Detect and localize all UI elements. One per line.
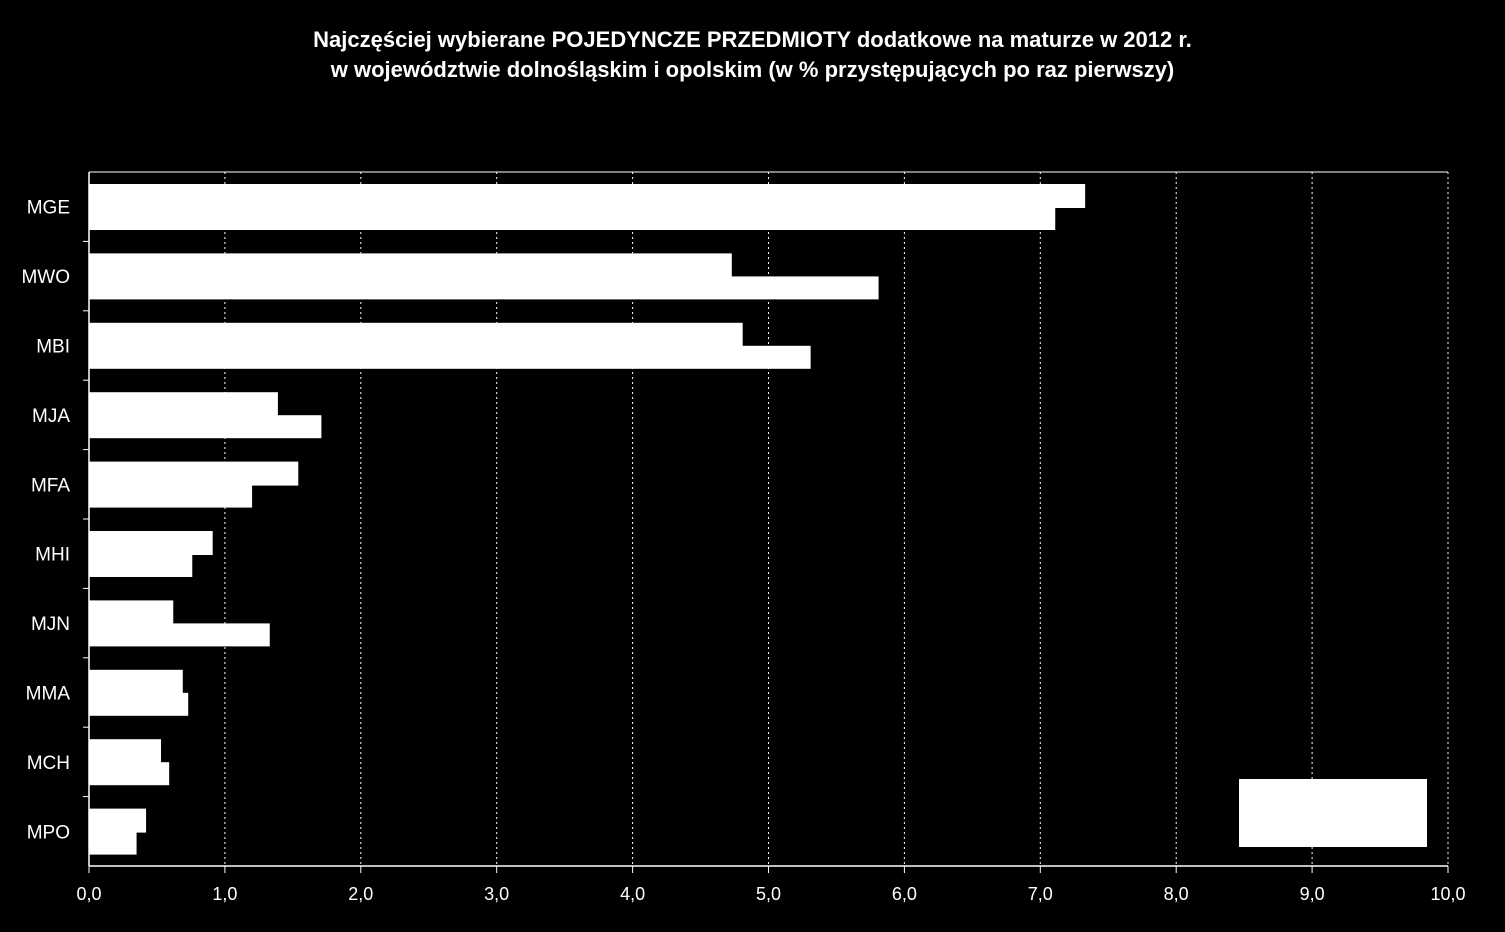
category-label: MWO <box>21 267 70 288</box>
bar-mch-series-1 <box>89 739 162 764</box>
x-tick-label: 7,0 <box>1028 884 1053 904</box>
bar-mma-series-2 <box>89 692 189 716</box>
bar-mpo-series-2 <box>89 831 137 855</box>
category-label: MBI <box>36 337 70 358</box>
x-tick-label: 6,0 <box>892 884 917 904</box>
bar-mjn-series-1 <box>89 600 174 625</box>
category-label: MFA <box>31 475 70 496</box>
bar-mch-series-2 <box>89 762 170 786</box>
bar-mwo-series-2 <box>89 276 879 300</box>
chart-title: Najczęściej wybierane POJEDYNCZE PRZEDMI… <box>313 27 1192 52</box>
bar-mhi-series-2 <box>89 554 193 577</box>
x-tick-label: 0,0 <box>76 884 101 904</box>
chart-subtitle: w województwie dolnośląskim i opolskim (… <box>330 57 1175 82</box>
x-tick-label: 1,0 <box>212 884 237 904</box>
bar-mge-series-1 <box>89 184 1086 208</box>
x-tick-label: 8,0 <box>1164 884 1189 904</box>
x-tick-label: 5,0 <box>756 884 781 904</box>
bar-mbi-series-2 <box>89 345 811 369</box>
x-tick-label: 9,0 <box>1300 884 1325 904</box>
category-label: MPO <box>27 822 70 843</box>
category-label: MHI <box>35 545 70 566</box>
category-label: MMA <box>26 684 71 705</box>
legend-box <box>1239 779 1427 847</box>
bar-mge-series-2 <box>89 207 1056 230</box>
x-tick-label: 2,0 <box>348 884 373 904</box>
x-tick-label: 10,0 <box>1430 884 1465 904</box>
bar-mfa-series-2 <box>89 484 253 508</box>
bar-mbi-series-1 <box>89 322 743 347</box>
axis-labels: 0,0 1,0 2,0 3,0 4,0 5,0 6,0 7,0 8,0 9,0 10,0 MGE MWO… <box>21 198 1465 904</box>
category-label: MJN <box>31 614 70 635</box>
category-label: MJA <box>32 406 70 427</box>
bar-mma-series-1 <box>89 669 183 694</box>
category-label: MCH <box>27 753 70 774</box>
x-tick-label: 3,0 <box>484 884 509 904</box>
bar-mhi-series-1 <box>89 531 213 555</box>
bar-mja-series-2 <box>89 415 322 439</box>
bar-mjn-series-2 <box>89 623 270 647</box>
bar-mja-series-1 <box>89 392 278 417</box>
bar-mpo-series-1 <box>89 808 147 833</box>
bars <box>89 184 1086 855</box>
bar-mwo-series-1 <box>89 253 732 278</box>
x-tick-label: 4,0 <box>620 884 645 904</box>
category-label: MGE <box>27 198 70 219</box>
axes <box>83 171 1449 873</box>
bar-mfa-series-1 <box>89 461 299 486</box>
